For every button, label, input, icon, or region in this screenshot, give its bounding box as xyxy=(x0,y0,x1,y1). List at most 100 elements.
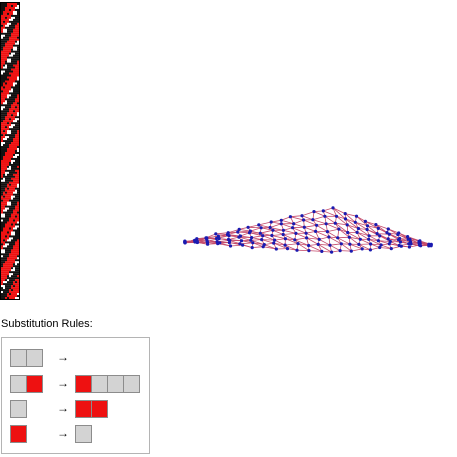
evolution-cell xyxy=(9,22,12,25)
evolution-cell xyxy=(7,6,10,10)
evolution-cell xyxy=(7,259,10,262)
evolution-cell xyxy=(7,169,10,172)
evolution-cell xyxy=(9,191,12,194)
evolution-cell xyxy=(7,76,10,79)
rule-arrow: → xyxy=(57,350,69,364)
evolution-cell xyxy=(17,52,19,55)
evolution-cell xyxy=(11,249,14,252)
evolution-cell xyxy=(1,6,4,10)
evolution-cell xyxy=(5,78,8,81)
evolution-cell xyxy=(15,159,18,162)
graph-edge xyxy=(379,235,391,242)
evolution-cell xyxy=(13,34,16,37)
evolution-cell xyxy=(7,293,10,296)
evolution-cell xyxy=(13,46,16,49)
evolution-cell xyxy=(3,32,6,35)
graph-vertex xyxy=(314,229,318,233)
evolution-cell xyxy=(7,179,10,182)
evolution-cell xyxy=(9,52,12,55)
evolution-cell xyxy=(19,226,20,228)
evolution-cell xyxy=(17,114,19,117)
evolution-cell xyxy=(15,62,18,65)
evolution-cell xyxy=(17,56,19,59)
evolution-cell xyxy=(13,251,16,254)
evolution-cell xyxy=(19,9,20,11)
evolution-cell xyxy=(1,102,4,105)
evolution-cell xyxy=(13,60,16,63)
evolution-cell xyxy=(9,207,12,210)
evolution-cell xyxy=(3,247,6,250)
evolution-cell xyxy=(9,4,12,8)
evolution-cell xyxy=(1,40,4,43)
graph-edge xyxy=(370,247,380,251)
evolution-cell xyxy=(9,287,12,290)
evolution-cell xyxy=(1,42,4,45)
evolution-cell xyxy=(7,114,10,117)
evolution-cell xyxy=(7,128,10,131)
evolution-cell xyxy=(9,140,12,143)
evolution-cell xyxy=(19,47,20,49)
evolution-cell xyxy=(5,277,8,280)
graph-vertex xyxy=(406,235,410,239)
evolution-cell xyxy=(1,221,4,224)
graph-vertex xyxy=(268,225,272,230)
evolution-cell xyxy=(7,279,10,282)
evolution-cell xyxy=(11,181,14,184)
evolution-cell xyxy=(17,259,19,262)
evolution-cell xyxy=(13,201,16,204)
evolution-cell xyxy=(3,106,6,109)
evolution-cell xyxy=(13,163,16,166)
evolution-cell xyxy=(1,88,4,91)
evolution-cell xyxy=(15,267,18,270)
evolution-cell xyxy=(9,241,12,244)
graph-edge xyxy=(292,227,307,234)
evolution-cell xyxy=(11,98,14,101)
evolution-cell xyxy=(11,225,14,228)
evolution-cell xyxy=(17,142,19,145)
evolution-cell xyxy=(9,64,12,67)
evolution-cell xyxy=(19,148,20,150)
graph-vertex xyxy=(285,247,290,251)
evolution-cell xyxy=(1,253,4,256)
evolution-cell xyxy=(1,207,4,210)
evolution-cell xyxy=(11,199,14,202)
evolution-cell xyxy=(11,34,14,37)
evolution-cell xyxy=(17,98,19,101)
evolution-cell xyxy=(3,132,6,135)
evolution-cell xyxy=(9,243,12,246)
evolution-cell xyxy=(9,197,12,200)
evolution-cell xyxy=(19,200,20,202)
evolution-cell xyxy=(17,199,19,202)
evolution-cell xyxy=(3,26,6,29)
evolution-cell xyxy=(13,255,16,258)
evolution-cell xyxy=(13,181,16,184)
evolution-cell xyxy=(15,122,18,125)
evolution-cell xyxy=(11,64,14,67)
evolution-cell xyxy=(11,44,14,47)
evolution-cell xyxy=(3,136,6,139)
evolution-cell xyxy=(15,229,18,232)
evolution-cell xyxy=(3,277,6,280)
evolution-cell xyxy=(3,138,6,141)
evolution-cell xyxy=(15,297,18,299)
graph-edge xyxy=(290,216,304,221)
graph-vertex xyxy=(379,243,383,247)
graph-edge xyxy=(378,240,390,245)
evolution-cell xyxy=(9,253,12,256)
evolution-cell xyxy=(11,221,14,224)
graph-vertex xyxy=(249,238,253,242)
evolution-cell xyxy=(7,134,10,137)
graph-edge xyxy=(287,248,298,251)
evolution-cell xyxy=(1,299,3,300)
evolution-cell xyxy=(3,128,6,131)
graph-vertex xyxy=(217,237,221,241)
evolution-cell xyxy=(19,67,20,69)
evolution-cell xyxy=(5,265,8,268)
evolution-cell xyxy=(7,261,10,264)
evolution-cell xyxy=(17,40,19,43)
graph-edge xyxy=(356,232,369,240)
evolution-cell xyxy=(11,62,14,65)
evolution-cell xyxy=(5,24,8,27)
evolution-cell xyxy=(19,267,20,269)
graph-edge xyxy=(230,244,243,247)
